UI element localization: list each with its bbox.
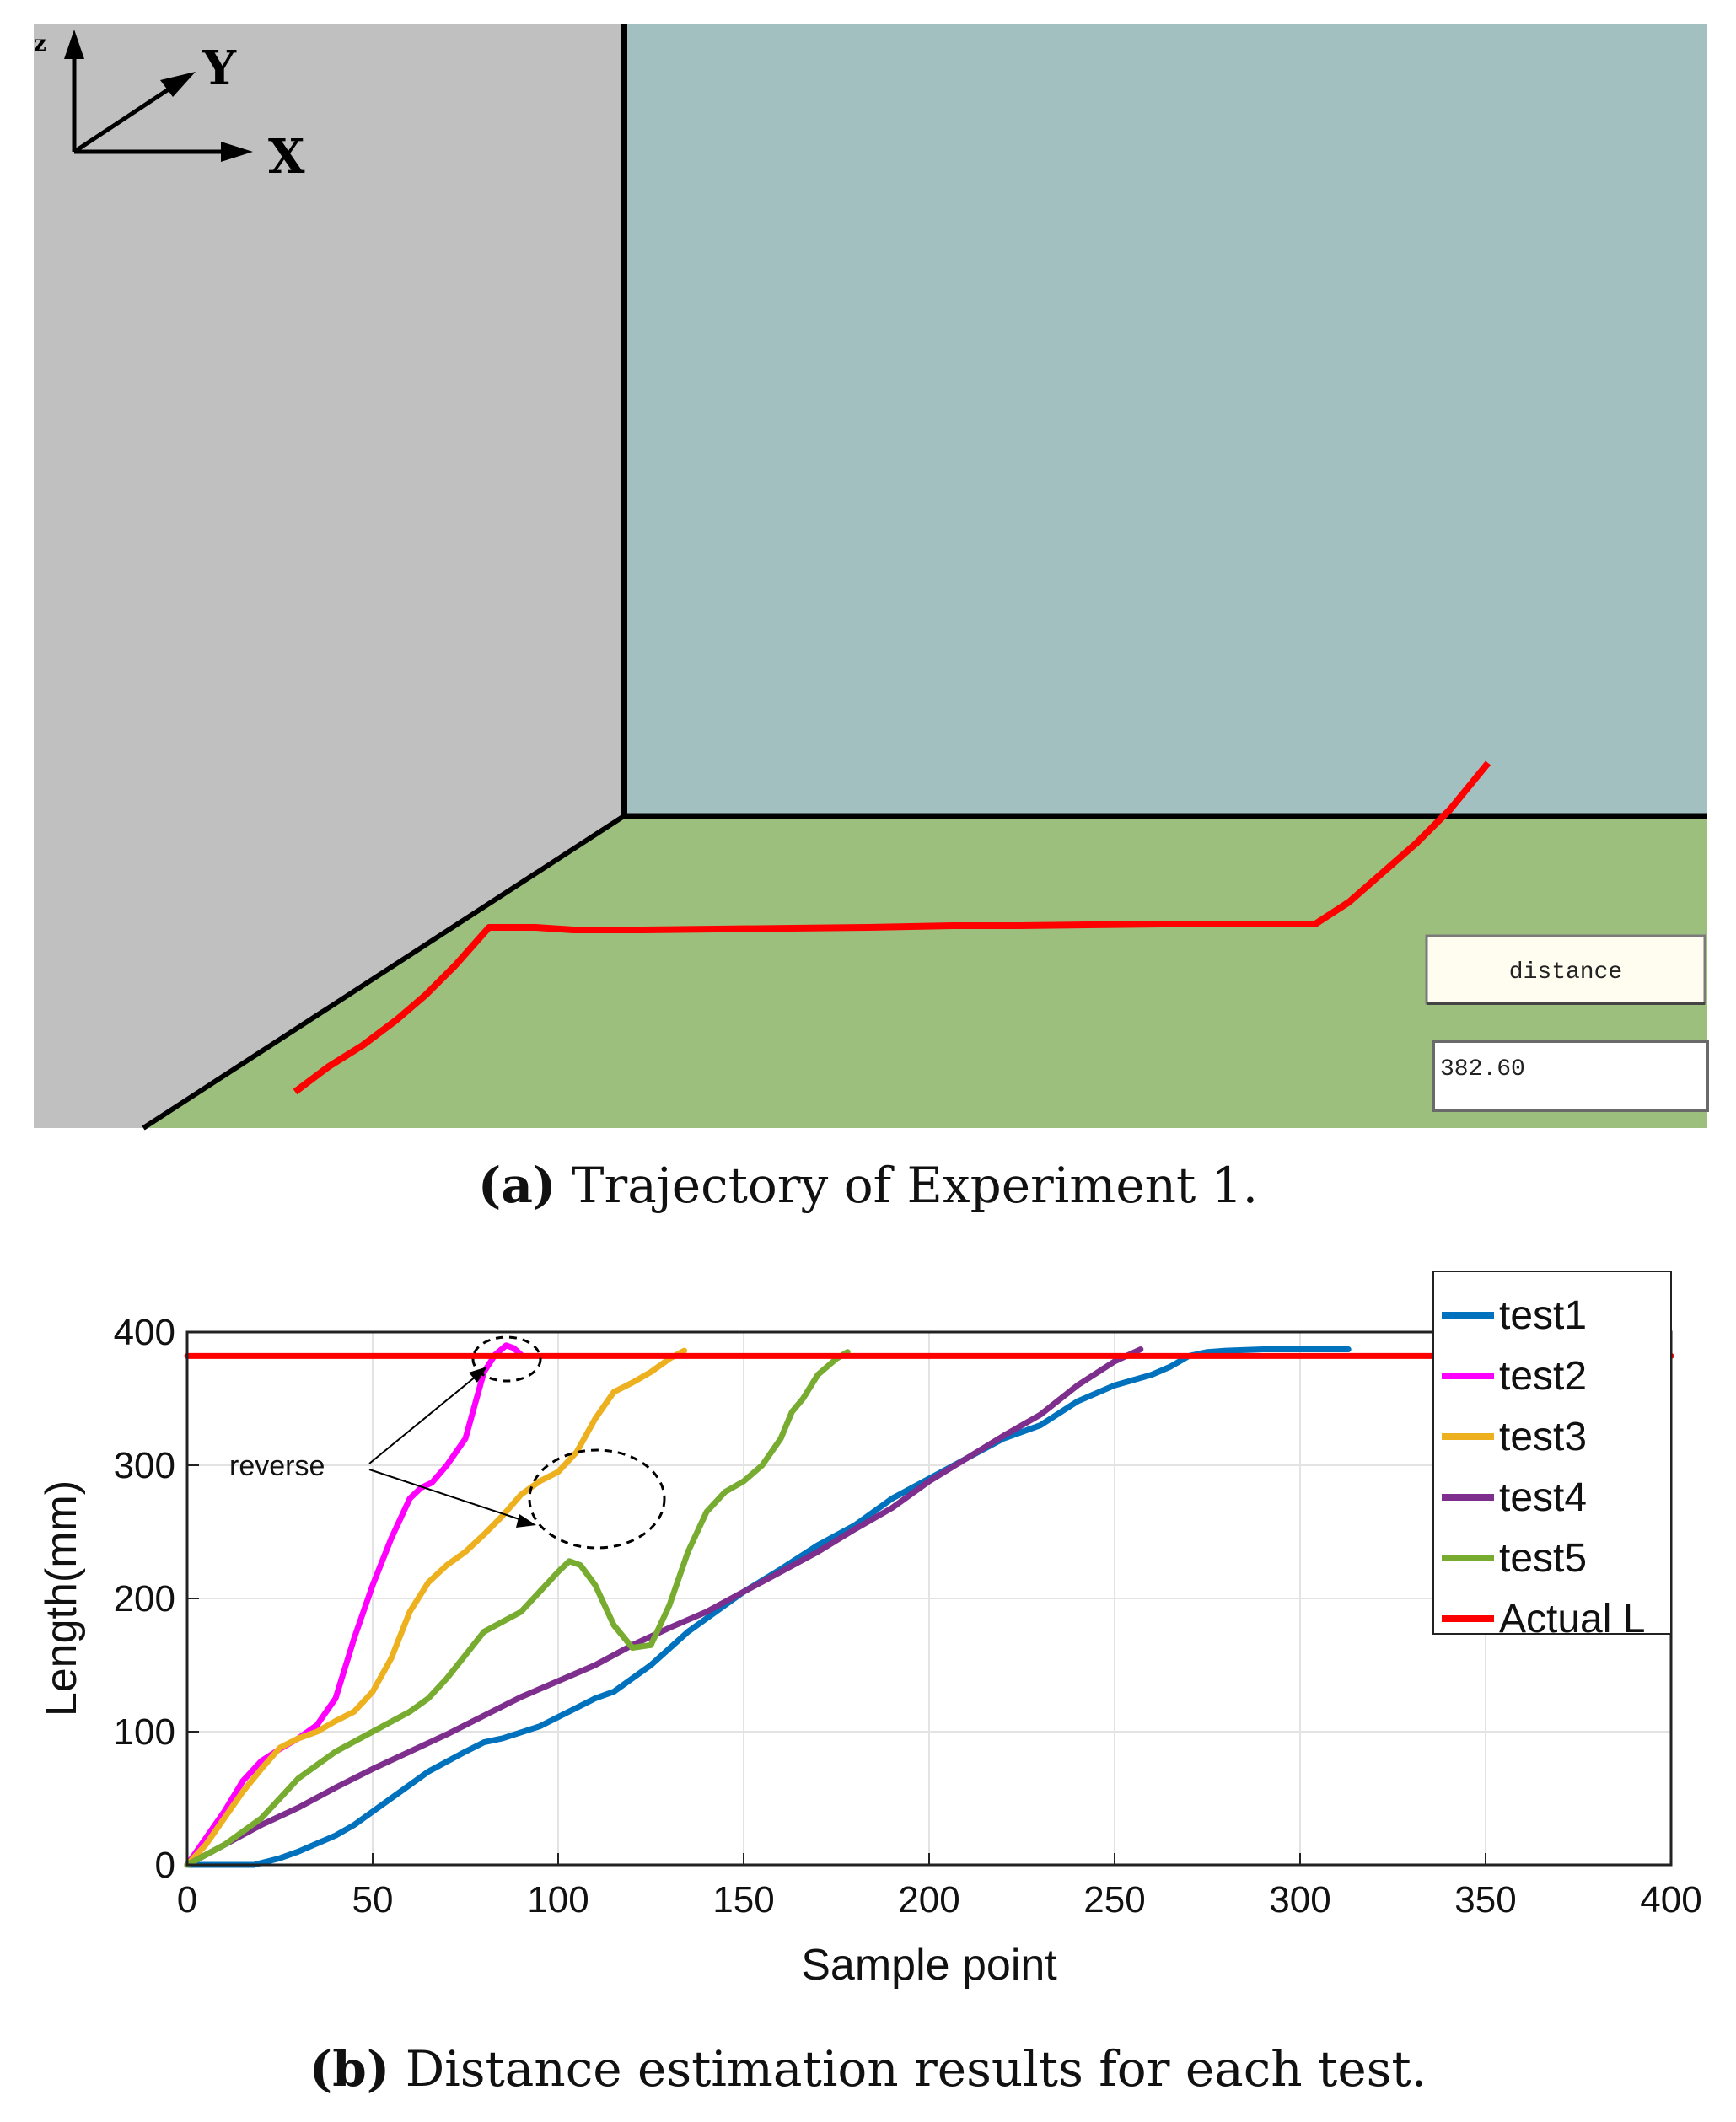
caption-a-text: Trajectory of Experiment 1. bbox=[571, 1157, 1259, 1214]
trajectory-panel: z Y X distance 382.60 bbox=[34, 24, 1709, 1131]
trajectory-path bbox=[293, 760, 1491, 1095]
caption-b-letter: (b) bbox=[309, 2040, 390, 2098]
series-line-test4 bbox=[184, 1346, 1144, 1868]
legend-label-test5: test5 bbox=[1499, 1536, 1587, 1581]
legend-label-actual-l: Actual L bbox=[1499, 1597, 1645, 1641]
y-tick-label: 200 bbox=[114, 1578, 175, 1620]
x-axis-letter: X bbox=[268, 129, 305, 185]
legend-label-test1: test1 bbox=[1499, 1293, 1587, 1338]
reverse-ellipse-test2 bbox=[471, 1335, 542, 1383]
x-tick-label: 300 bbox=[1269, 1879, 1330, 1921]
legend-label-test2: test2 bbox=[1499, 1354, 1587, 1399]
series-lines bbox=[184, 1342, 1674, 1868]
series-line-test2 bbox=[184, 1342, 524, 1868]
caption-a: (a) Trajectory of Experiment 1. bbox=[0, 1157, 1736, 1214]
distance-value: 382.60 bbox=[1440, 1056, 1525, 1082]
legend-box bbox=[1432, 1271, 1672, 1635]
x-tick-label: 100 bbox=[527, 1879, 589, 1921]
distance-button-label: distance bbox=[1509, 959, 1622, 986]
legend: test1 test2 test3 test4 test5 Actual L bbox=[1432, 1271, 1672, 1641]
y-tick-label: 300 bbox=[114, 1445, 175, 1486]
x-axis-label: Sample point bbox=[801, 1941, 1057, 1990]
y-axis-letter: Y bbox=[202, 40, 237, 96]
x-tick-label: 400 bbox=[1640, 1879, 1701, 1921]
caption-b: (b) Distance estimation results for each… bbox=[0, 2040, 1736, 2098]
series-line-test5 bbox=[184, 1349, 851, 1868]
y-tick-label: 100 bbox=[114, 1711, 175, 1753]
x-tick-label: 250 bbox=[1083, 1879, 1145, 1921]
axis-ticks: 0 50 100 150 200 250 300 350 400 0 100 200 300 400 bbox=[114, 1312, 1702, 1921]
distance-button[interactable]: distance bbox=[1425, 934, 1706, 1005]
reverse-arrow-2 bbox=[368, 1469, 528, 1523]
axis-indicator: z Y X bbox=[34, 30, 305, 185]
reverse-label: reverse bbox=[229, 1450, 325, 1482]
legend-label-test3: test3 bbox=[1499, 1415, 1587, 1459]
distance-chart: 0 50 100 150 200 250 300 350 400 0 100 200 300 400 re… bbox=[37, 1271, 1702, 1990]
y-tick-label: 400 bbox=[114, 1312, 175, 1353]
back-wall bbox=[624, 24, 1707, 816]
caption-b-text: Distance estimation results for each tes… bbox=[405, 2040, 1427, 2098]
y-axis-label: Length(mm) bbox=[37, 1480, 86, 1716]
series-line-test1 bbox=[184, 1346, 1352, 1868]
chart-panel: 0 50 100 150 200 250 300 350 400 0 100 200 300 400 re… bbox=[0, 1265, 1736, 2122]
floor-plane bbox=[143, 816, 1707, 1128]
distance-value-field[interactable]: 382.60 bbox=[1432, 1040, 1709, 1112]
y-tick-label: 0 bbox=[155, 1845, 175, 1886]
x-tick-label: 350 bbox=[1454, 1879, 1516, 1921]
caption-a-letter: (a) bbox=[477, 1157, 556, 1214]
floor-left-edge bbox=[142, 814, 626, 1131]
svg-text:z: z bbox=[34, 31, 46, 56]
reverse-annotation: reverse bbox=[229, 1335, 666, 1550]
x-tick-label: 50 bbox=[352, 1879, 394, 1921]
trajectory-scene: z Y X distance 382.60 bbox=[34, 24, 1709, 1131]
reverse-ellipse-test5 bbox=[528, 1448, 666, 1550]
x-tick-label: 0 bbox=[177, 1879, 197, 1921]
x-tick-label: 200 bbox=[898, 1879, 959, 1921]
legend-label-test4: test4 bbox=[1499, 1475, 1587, 1520]
series-line-test3 bbox=[184, 1347, 688, 1868]
x-tick-label: 150 bbox=[712, 1879, 774, 1921]
reverse-arrow-1 bbox=[368, 1372, 481, 1464]
